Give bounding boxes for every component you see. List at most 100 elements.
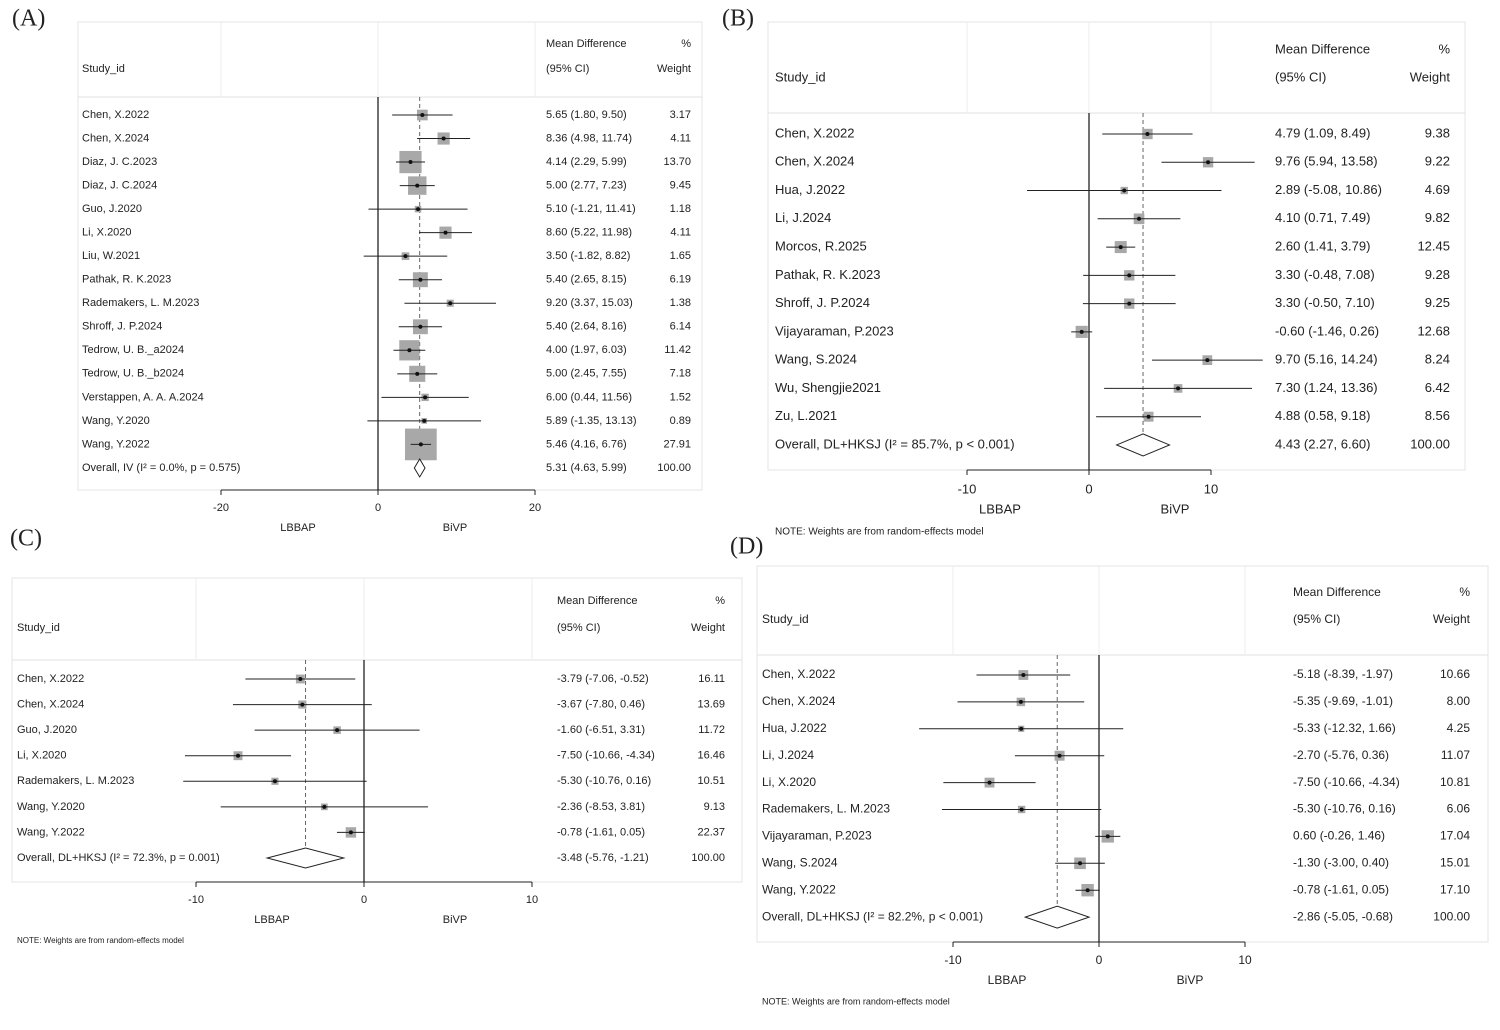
study-name: Wang, Y.2022 xyxy=(17,826,85,838)
weight-label: 27.91 xyxy=(663,438,691,450)
overall-ci-label: -3.48 (-5.76, -1.21) xyxy=(557,852,649,864)
study-name: Liu, W.2021 xyxy=(82,250,140,262)
study-name: Rademakers, L. M.2023 xyxy=(762,802,890,816)
ci-label: -7.50 (-10.66, -4.34) xyxy=(557,750,655,762)
ci-label: 3.30 (-0.50, 7.10) xyxy=(1275,295,1375,310)
point-estimate xyxy=(348,830,353,835)
effect-header: Mean Difference xyxy=(546,38,627,50)
panel-label: (C) xyxy=(10,526,42,552)
study-name: Zu, L.2021 xyxy=(775,408,837,423)
study-name: Vijayaraman, P.2023 xyxy=(762,829,872,843)
point-estimate xyxy=(1019,726,1024,731)
overall-weight-label: 100.00 xyxy=(691,852,725,864)
ci-label: -0.78 (-1.61, 0.05) xyxy=(557,826,645,838)
x-tick-label: 20 xyxy=(529,502,541,514)
study-header: Study_id xyxy=(762,612,809,626)
weight-label: 1.52 xyxy=(670,391,691,403)
x-tick-label: 10 xyxy=(1204,481,1218,496)
weight-label: 11.42 xyxy=(664,344,691,356)
overall-label: Overall, IV (I² = 0.0%, p = 0.575) xyxy=(82,462,240,474)
ci-label: 7.30 (1.24, 13.36) xyxy=(1275,380,1378,395)
ci-label: 5.46 (4.16, 6.76) xyxy=(546,438,627,450)
point-estimate xyxy=(300,702,305,707)
ci-label: 3.30 (-0.48, 7.08) xyxy=(1275,267,1375,282)
point-estimate xyxy=(1176,386,1181,391)
point-estimate xyxy=(1118,245,1123,250)
x-tick-label: 0 xyxy=(1085,481,1092,496)
ci-label: 8.36 (4.98, 11.74) xyxy=(546,132,632,144)
study-name: Li, J.2024 xyxy=(775,210,831,225)
study-name: Chen, X.2022 xyxy=(17,673,84,685)
overall-diamond xyxy=(1023,905,1091,929)
study-name: Diaz, J. C.2023 xyxy=(82,156,157,168)
study-name: Hua, J.2022 xyxy=(775,182,845,197)
overall-diamond xyxy=(1115,433,1171,457)
weight-label: 13.70 xyxy=(663,156,691,168)
ci-label: 4.14 (2.29, 5.99) xyxy=(546,156,627,168)
point-estimate xyxy=(422,418,427,423)
overall-diamond xyxy=(265,847,346,869)
point-estimate xyxy=(1019,807,1024,812)
weight-subheader: Weight xyxy=(1410,69,1451,84)
x-tick-label: 10 xyxy=(1238,953,1252,967)
study-name: Guo, J.2020 xyxy=(17,724,77,736)
weight-label: 7.18 xyxy=(670,368,691,380)
weight-label: 9.38 xyxy=(1425,125,1450,140)
weight-label: 15.01 xyxy=(1440,855,1470,869)
left-label: LBBAP xyxy=(254,914,289,926)
weight-header: % xyxy=(715,595,725,607)
study-name: Li, X.2020 xyxy=(762,775,816,789)
point-estimate xyxy=(415,371,420,376)
ci-label: 5.00 (2.45, 7.55) xyxy=(546,368,627,380)
ci-label: -5.33 (-12.32, 1.66) xyxy=(1293,721,1396,735)
ci-label: -5.30 (-10.76, 0.16) xyxy=(557,775,651,787)
overall-ci-label: -2.86 (-5.05, -0.68) xyxy=(1293,909,1393,923)
weight-subheader: Weight xyxy=(1433,612,1471,626)
ci-label: 5.65 (1.80, 9.50) xyxy=(546,109,627,121)
point-estimate xyxy=(1079,329,1084,334)
x-tick-label: 0 xyxy=(1096,953,1103,967)
point-estimate xyxy=(1146,414,1151,419)
point-estimate xyxy=(407,348,412,353)
weight-label: 8.56 xyxy=(1425,408,1450,423)
point-estimate xyxy=(322,804,327,809)
study-name: Tedrow, U. B._a2024 xyxy=(82,344,184,356)
ci-label: 2.60 (1.41, 3.79) xyxy=(1275,239,1370,254)
study-name: Wang, S.2024 xyxy=(762,855,838,869)
ci-label: -0.60 (-1.46, 0.26) xyxy=(1275,323,1379,338)
weight-label: 4.25 xyxy=(1447,721,1471,735)
note: NOTE: Weights are from random-effects mo… xyxy=(17,936,184,945)
point-estimate xyxy=(448,301,453,306)
weight-label: 11.07 xyxy=(1441,748,1470,762)
weight-label: 6.14 xyxy=(670,321,691,333)
point-estimate xyxy=(423,395,428,400)
left-label: LBBAP xyxy=(280,522,315,534)
study-name: Rademakers, L. M.2023 xyxy=(17,775,134,787)
study-name: Chen, X.2024 xyxy=(762,694,836,708)
weight-subheader: Weight xyxy=(691,622,725,634)
effect-subheader: (95% CI) xyxy=(1275,69,1326,84)
study-name: Hua, J.2022 xyxy=(762,721,827,735)
weight-label: 11.72 xyxy=(698,724,725,736)
point-estimate xyxy=(443,230,448,235)
ci-label: -2.36 (-8.53, 3.81) xyxy=(557,801,645,813)
point-estimate xyxy=(335,728,340,733)
x-tick-label: -20 xyxy=(213,502,229,514)
point-estimate xyxy=(1078,861,1083,866)
point-estimate xyxy=(236,753,240,758)
weight-label: 10.66 xyxy=(1440,667,1470,681)
ci-label: -1.60 (-6.51, 3.31) xyxy=(557,724,645,736)
study-name: Guo, J.2020 xyxy=(82,203,142,215)
weight-header: % xyxy=(1438,41,1450,56)
study-name: Wang, Y.2022 xyxy=(82,438,150,450)
weight-label: 1.38 xyxy=(670,297,691,309)
study-name: Chen, X.2022 xyxy=(762,667,836,681)
overall-weight-label: 100.00 xyxy=(1410,436,1450,451)
ci-label: 5.00 (2.77, 7.23) xyxy=(546,179,627,191)
weight-label: 16.46 xyxy=(697,750,725,762)
effect-header: Mean Difference xyxy=(1293,585,1381,599)
point-estimate xyxy=(1206,160,1211,165)
effect-subheader: (95% CI) xyxy=(1293,612,1340,626)
point-estimate xyxy=(1122,188,1127,193)
